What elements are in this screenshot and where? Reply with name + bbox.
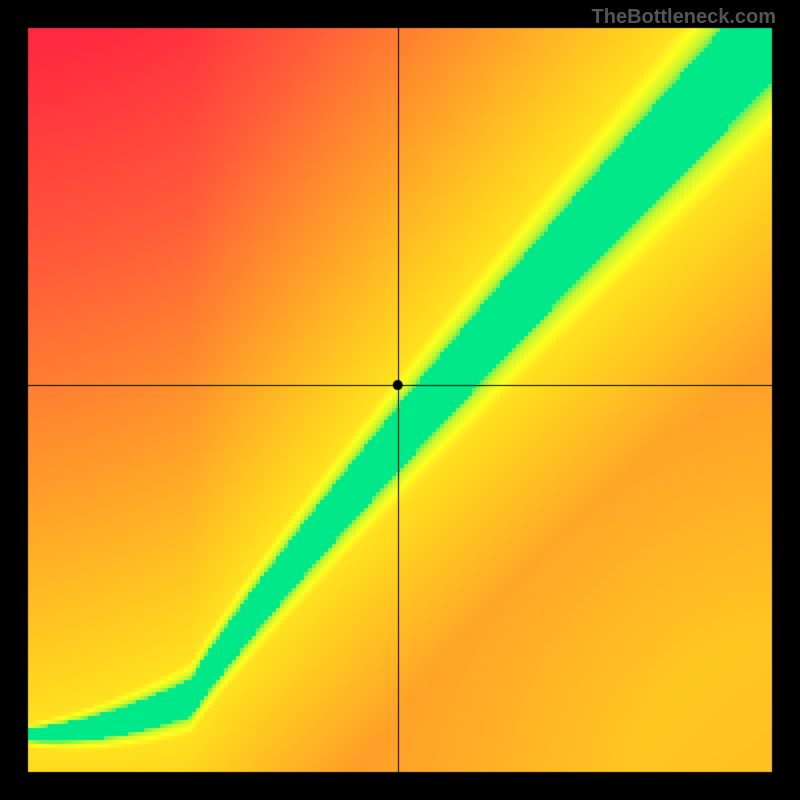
watermark-text: TheBottleneck.com <box>592 6 776 29</box>
bottleneck-heatmap <box>0 0 800 800</box>
chart-container: TheBottleneck.com <box>0 0 800 800</box>
